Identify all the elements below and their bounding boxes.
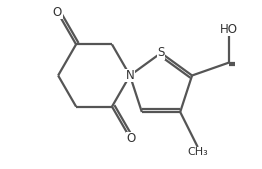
Text: O: O bbox=[53, 6, 62, 19]
Text: N: N bbox=[125, 69, 134, 82]
Text: O: O bbox=[126, 132, 135, 145]
Text: S: S bbox=[157, 46, 165, 59]
Text: CH₃: CH₃ bbox=[187, 147, 208, 157]
Text: HO: HO bbox=[220, 23, 238, 36]
